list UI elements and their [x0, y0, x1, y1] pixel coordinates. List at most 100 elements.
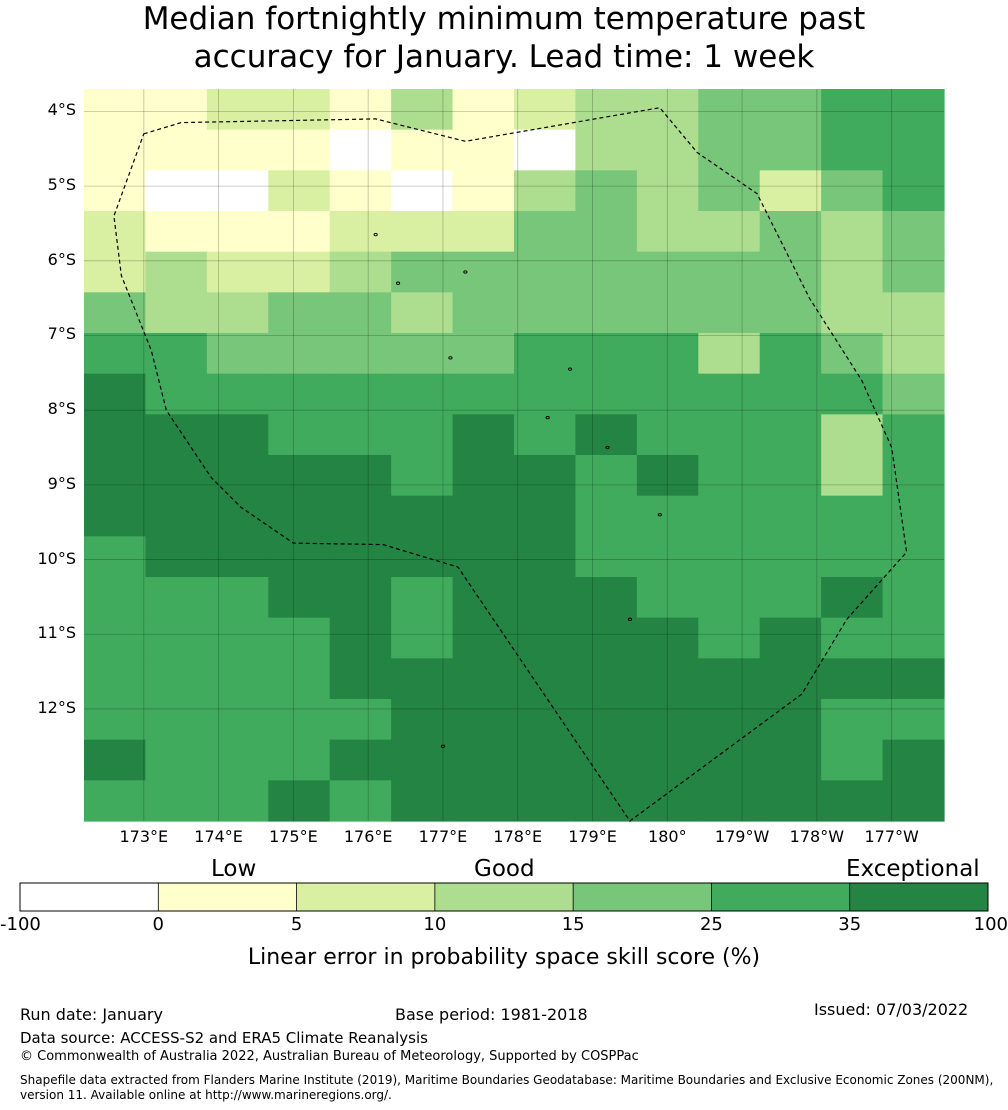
grid-cell — [391, 658, 454, 700]
grid-cell — [145, 89, 208, 131]
grid-cell — [882, 211, 945, 253]
grid-cell — [759, 333, 822, 375]
grid-cell — [882, 292, 945, 334]
grid-cell — [575, 251, 638, 293]
grid-cell — [391, 495, 454, 537]
grid-cell — [268, 373, 331, 415]
grid-cell — [145, 333, 208, 375]
grid-cell — [514, 617, 577, 659]
grid-cell — [206, 251, 269, 293]
grid-cell — [698, 333, 761, 375]
colorbar-tick-label: 35 — [838, 914, 862, 935]
grid-cell — [329, 89, 392, 131]
colorbar-segment — [296, 883, 435, 911]
grid-cell — [452, 292, 515, 334]
grid-cell — [84, 251, 147, 293]
grid-cell — [514, 170, 577, 212]
grid-cell — [514, 292, 577, 334]
grid-cell — [452, 373, 515, 415]
grid-cell — [329, 333, 392, 375]
grid-cell — [698, 699, 761, 741]
colorbar-segment — [434, 883, 574, 911]
longitude-label: 176°E — [343, 827, 393, 846]
longitude-label: 177°E — [418, 827, 468, 846]
longitude-label: 178°W — [789, 827, 845, 846]
grid-cell — [759, 129, 822, 171]
grid-cell — [206, 129, 269, 171]
eez-boundary-line — [113, 107, 908, 822]
longitude-label: 178°E — [493, 827, 543, 846]
grid-cell — [698, 292, 761, 334]
grid-cell — [759, 455, 822, 497]
grid-cell — [268, 170, 331, 212]
grid-cell — [268, 211, 331, 253]
grid-cell — [452, 658, 515, 700]
grid-cell — [514, 333, 577, 375]
shapefile-credit-line-2: version 11. Available online at http://w… — [20, 1088, 392, 1102]
grid-cell — [391, 699, 454, 741]
grid-cell — [145, 536, 208, 578]
grid-cell — [882, 780, 945, 822]
grid-cell — [452, 699, 515, 741]
copyright: © Commonwealth of Australia 2022, Austra… — [20, 1049, 639, 1064]
grid-cell — [759, 658, 822, 700]
grid-cell — [821, 414, 884, 456]
grid-cell — [575, 333, 638, 375]
grid-cell — [391, 373, 454, 415]
islands — [373, 233, 662, 748]
grid-cell — [329, 495, 392, 537]
colorbar-tick-label: 25 — [699, 914, 723, 935]
grid-cell — [452, 129, 515, 171]
grid-cell — [759, 577, 822, 619]
grid-cell — [84, 129, 147, 171]
grid-cell — [575, 739, 638, 781]
grid-cell — [759, 89, 822, 131]
grid-cell — [268, 617, 331, 659]
grid-cell — [268, 495, 331, 537]
grid-cell — [329, 617, 392, 659]
graticule — [84, 89, 944, 821]
grid-cell — [145, 699, 208, 741]
grid-cell — [452, 455, 515, 497]
grid-cell — [84, 414, 147, 456]
grid-cell — [759, 373, 822, 415]
grid-cell — [882, 414, 945, 456]
latitude-label: 10°S — [37, 548, 76, 568]
grid-cell — [575, 455, 638, 497]
grid-cell — [698, 658, 761, 700]
grid-cell — [821, 333, 884, 375]
grid-cell — [882, 699, 945, 741]
grid-cell — [882, 577, 945, 619]
grid-cell — [206, 455, 269, 497]
grid-cell — [206, 658, 269, 700]
grid-cell — [821, 739, 884, 781]
grid-cell — [268, 455, 331, 497]
grid-cell — [391, 129, 454, 171]
grid-cell — [821, 211, 884, 253]
legend-category-low: Low — [211, 856, 257, 882]
grid-cell — [636, 373, 699, 415]
grid-cell — [452, 170, 515, 212]
grid-cell — [329, 414, 392, 456]
grid-cell — [882, 455, 945, 497]
latitude-label: 4°S — [47, 100, 76, 120]
grid-cell — [636, 617, 699, 659]
grid-cell — [698, 495, 761, 537]
grid-cell — [84, 495, 147, 537]
grid-cell — [636, 292, 699, 334]
grid-cell — [575, 170, 638, 212]
grid-cell — [514, 780, 577, 822]
grid-cell — [821, 373, 884, 415]
grid-cell — [391, 333, 454, 375]
grid-cell — [636, 495, 699, 537]
island-outline — [568, 367, 573, 371]
grid-cell — [636, 658, 699, 700]
legend-category-exceptional: Exceptional — [846, 856, 980, 882]
grid-cell — [329, 292, 392, 334]
colorbar-frame — [19, 882, 989, 912]
grid-cell — [575, 414, 638, 456]
grid-cell — [268, 292, 331, 334]
grid-cell — [698, 211, 761, 253]
grid-cell — [575, 617, 638, 659]
grid-cell — [391, 170, 454, 212]
